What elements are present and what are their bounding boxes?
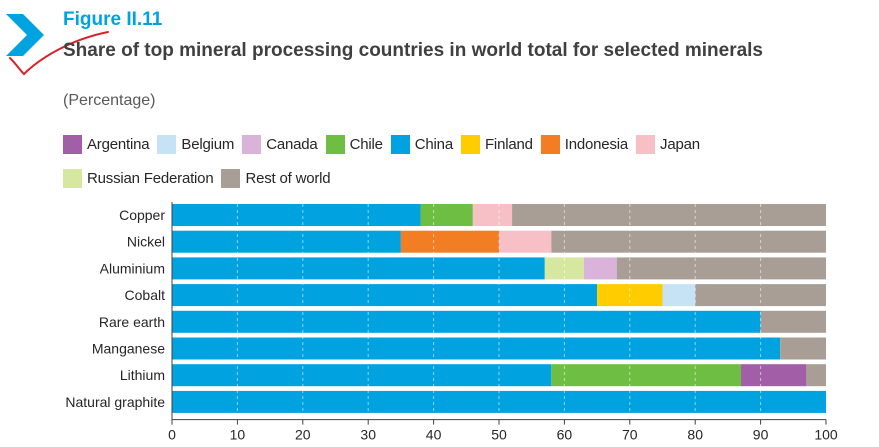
- bar-copper-china: [172, 204, 421, 226]
- legend-item-japan: Japan: [636, 134, 700, 154]
- legend-swatch: [540, 134, 560, 154]
- bar-nickel-indonesia: [400, 230, 499, 253]
- legend-label: Canada: [266, 135, 318, 153]
- category-label: Lithium: [120, 367, 165, 383]
- legend-label: China: [414, 135, 453, 153]
- legend-swatch: [157, 134, 177, 154]
- legend-label: Rest of world: [245, 169, 331, 187]
- legend-label: Argentina: [87, 135, 150, 153]
- category-label: Rare earth: [99, 314, 165, 330]
- bar-nickel-rest-of-world: [551, 230, 826, 253]
- category-label: Natural graphite: [65, 394, 165, 410]
- chart-legend: Argentina Belgium Canada Chile China Finland I…: [63, 131, 843, 199]
- legend-row-2: Russian Federation Rest of world: [63, 165, 843, 191]
- category-label: Manganese: [92, 341, 165, 357]
- bar-aluminium-china: [172, 257, 545, 280]
- legend-swatch: [242, 134, 262, 154]
- bar-manganese-rest-of-world: [780, 337, 826, 360]
- legend-label: Russian Federation: [87, 169, 214, 187]
- legend-item-indonesia: Indonesia: [540, 134, 629, 154]
- bar-lithium-chile: [551, 364, 741, 387]
- checkmark-annotation-icon: [9, 31, 109, 76]
- x-tick-label: 40: [426, 427, 442, 443]
- legend-label: Indonesia: [564, 135, 629, 153]
- category-label: Cobalt: [125, 287, 166, 303]
- legend-swatch: [460, 134, 480, 154]
- x-tick-label: 20: [295, 427, 311, 443]
- bar-copper-japan: [472, 204, 513, 226]
- bar-aluminium-rest-of-world: [616, 257, 826, 280]
- legend-item-russian-federation: Russian Federation: [63, 168, 214, 188]
- legend-item-belgium: Belgium: [157, 134, 235, 154]
- x-tick-label: 50: [491, 427, 507, 443]
- bar-copper-chile: [420, 204, 473, 226]
- bar-nickel-china: [172, 230, 401, 253]
- legend-item-argentina: Argentina: [63, 134, 150, 154]
- x-tick-label: 90: [753, 427, 769, 443]
- bar-lithium-argentina: [740, 364, 807, 387]
- legend-label: Japan: [660, 135, 700, 153]
- bar-rare-earth-china: [172, 310, 761, 333]
- x-tick-label: 70: [622, 427, 638, 443]
- category-label: Nickel: [127, 234, 165, 250]
- legend-label: Chile: [349, 135, 383, 153]
- chart-subtitle: (Percentage): [63, 92, 156, 109]
- bar-natural-graphite-china: [172, 390, 826, 413]
- legend-label: Belgium: [181, 135, 235, 153]
- x-tick-label: 30: [360, 427, 376, 443]
- legend-swatch: [221, 168, 241, 188]
- legend-swatch: [390, 134, 410, 154]
- chevron-logo-icon: [6, 14, 44, 56]
- category-label: Copper: [119, 207, 165, 223]
- bar-lithium-china: [172, 364, 552, 387]
- bar-copper-rest-of-world: [512, 204, 826, 226]
- legend-item-canada: Canada: [242, 134, 318, 154]
- legend-item-chile: Chile: [325, 134, 383, 154]
- legend-row-1: Argentina Belgium Canada Chile China Finland I…: [63, 131, 843, 157]
- x-tick-label: 100: [814, 427, 838, 443]
- bar-manganese-china: [172, 337, 781, 360]
- x-tick-label: 60: [557, 427, 573, 443]
- bar-nickel-japan: [499, 230, 552, 253]
- legend-item-rest-of-world: Rest of world: [221, 168, 331, 188]
- legend-swatch: [63, 168, 82, 188]
- legend-swatch: [636, 134, 656, 154]
- x-tick-label: 0: [168, 427, 176, 443]
- figure-label: Figure II.11: [63, 9, 163, 30]
- bar-aluminium-canada: [584, 257, 617, 280]
- category-label: Aluminium: [100, 260, 165, 276]
- bar-cobalt-belgium: [662, 284, 696, 307]
- legend-item-finland: Finland: [460, 134, 533, 154]
- bar-lithium-rest-of-world: [806, 364, 826, 387]
- x-tick-label: 10: [230, 427, 246, 443]
- bar-rare-earth-rest-of-world: [760, 310, 826, 333]
- chart-title: Share of top mineral processing countrie…: [63, 40, 763, 61]
- legend-item-china: China: [390, 134, 453, 154]
- x-tick-label: 80: [687, 427, 703, 443]
- legend-swatch: [325, 134, 345, 154]
- legend-swatch: [63, 134, 82, 154]
- legend-label: Finland: [484, 135, 533, 153]
- bar-cobalt-china: [172, 284, 598, 307]
- bar-aluminium-russian-federation: [544, 257, 585, 280]
